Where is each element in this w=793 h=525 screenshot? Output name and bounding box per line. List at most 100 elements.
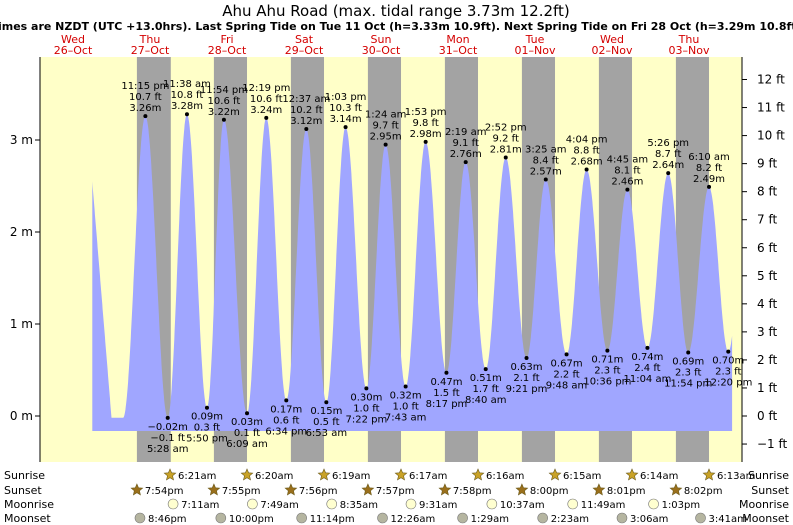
moonrise-icon bbox=[567, 498, 579, 510]
moonrise-time: 10:37am bbox=[500, 500, 545, 511]
tide-height-m: 0.63m bbox=[511, 362, 543, 373]
tide-height-ft: 10.6 ft bbox=[208, 96, 241, 107]
tide-height-ft: 1.0 ft bbox=[353, 403, 379, 414]
tide-point bbox=[444, 370, 449, 375]
tide-point bbox=[204, 405, 209, 410]
y-left-tick-label: 0 m bbox=[10, 409, 33, 423]
sunrise-icon bbox=[240, 468, 254, 481]
y-right-tick-label: 12 ft bbox=[757, 73, 785, 87]
moonset-icon bbox=[296, 512, 307, 524]
tide-point bbox=[143, 114, 148, 119]
tide-height-ft: 2.3 ft bbox=[715, 367, 741, 378]
sunrise-icon bbox=[394, 468, 408, 481]
sunrise-row-label: Sunrise bbox=[4, 469, 45, 482]
tide-point bbox=[221, 117, 226, 122]
moonset-row-label: Moonset bbox=[4, 512, 51, 525]
tide-height-ft: 2.1 ft bbox=[513, 373, 539, 384]
sunrise-time: 6:21am bbox=[178, 471, 216, 482]
tide-height-ft: 2.2 ft bbox=[553, 369, 579, 380]
tide-time: 2:52 pm bbox=[485, 122, 527, 133]
y-left-tick-label: 1 m bbox=[10, 317, 33, 331]
sunset-icon bbox=[284, 483, 298, 496]
y-right-tick-label: 3 ft bbox=[757, 325, 777, 339]
tide-point bbox=[423, 139, 428, 144]
sunrise-time: 6:17am bbox=[409, 471, 447, 482]
sunset-time: 7:56pm bbox=[299, 486, 338, 497]
sunset-icon bbox=[207, 483, 221, 496]
sunrise-time: 6:16am bbox=[486, 471, 524, 482]
y-axis-left: 0 m 1 m 2 m 3 m bbox=[10, 133, 40, 423]
tide-point bbox=[503, 155, 508, 160]
tide-height-ft: 10.3 ft bbox=[329, 103, 362, 114]
sunrise-time: 6:14am bbox=[640, 471, 678, 482]
tide-time: 2:19 am bbox=[445, 127, 487, 138]
tide-height-m: 3.14m bbox=[330, 114, 362, 125]
day-of-week: Thu bbox=[678, 33, 700, 46]
tide-height-ft: 10.6 ft bbox=[250, 94, 283, 105]
tide-height-m: 2.46m bbox=[611, 177, 643, 188]
sunset-time: 7:58pm bbox=[453, 486, 492, 497]
tide-height-ft: 2.4 ft bbox=[634, 363, 660, 374]
tide-point bbox=[543, 177, 548, 182]
tide-height-ft: 1.7 ft bbox=[473, 384, 499, 395]
tide-point bbox=[403, 384, 408, 389]
tide-time: 3:25 am bbox=[525, 145, 567, 156]
tide-height-m: 0.17m bbox=[270, 404, 302, 415]
tide-height-ft: 8.1 ft bbox=[614, 166, 640, 177]
tide-time: 9:21 pm bbox=[506, 384, 548, 395]
sunrise-icon bbox=[548, 468, 562, 481]
tide-time: 11:54 pm bbox=[200, 85, 248, 96]
sunset-icon bbox=[669, 483, 683, 496]
tide-point bbox=[726, 349, 731, 354]
tide-height-ft: 8.7 ft bbox=[655, 149, 681, 160]
tide-height-m: 2.98m bbox=[410, 129, 442, 140]
tide-time: 6:10 am bbox=[688, 152, 730, 163]
tide-height-ft: 9.7 ft bbox=[372, 121, 398, 132]
sunrise-icon bbox=[163, 468, 177, 481]
sunset-time: 8:01pm bbox=[607, 486, 646, 497]
y-right-tick-label: 7 ft bbox=[757, 213, 777, 227]
sunset-icon bbox=[130, 483, 144, 496]
sunrise-time: 6:13am bbox=[717, 471, 755, 482]
tide-time: 6:53 am bbox=[306, 428, 348, 439]
moonrise-icon bbox=[648, 498, 659, 510]
tide-height-m: 3.22m bbox=[208, 107, 240, 118]
tide-time: 10:36 pm bbox=[583, 377, 631, 388]
day-of-week: Wed bbox=[600, 33, 624, 46]
tide-height-m: 3.12m bbox=[290, 116, 322, 127]
sunset-time: 8:00pm bbox=[530, 486, 569, 497]
moonrise-time: 7:11am bbox=[181, 500, 219, 511]
tide-time: 7:22 pm bbox=[346, 414, 388, 425]
moonset-time: 11:14pm bbox=[310, 514, 355, 525]
moonset-row-label-right: Moonset bbox=[742, 512, 789, 525]
moonset-time: 3:41am bbox=[709, 514, 747, 525]
tide-height-m: 0.70m bbox=[712, 356, 744, 367]
tide-height-m: 0.69m bbox=[672, 357, 704, 368]
y-right-tick-label: 10 ft bbox=[757, 129, 785, 143]
tide-point bbox=[625, 187, 630, 192]
moonset-time: 12:26am bbox=[391, 514, 436, 525]
day-date: 27–Oct bbox=[131, 44, 170, 57]
moonset-icon bbox=[134, 512, 146, 524]
tide-time: 8:40 am bbox=[465, 395, 507, 406]
tide-point bbox=[463, 160, 468, 165]
moonset-icon bbox=[537, 512, 549, 524]
tide-point bbox=[364, 386, 369, 391]
tide-height-ft: 2.3 ft bbox=[594, 366, 620, 377]
tide-time: 1:53 pm bbox=[405, 107, 447, 118]
moonrise-row-label-right: Moonrise bbox=[739, 498, 789, 511]
sunset-icon bbox=[361, 483, 375, 496]
y-right-tick-label: 1 ft bbox=[757, 381, 777, 395]
tide-time: 12:20 pm bbox=[704, 378, 752, 389]
tide-time: 5:28 am bbox=[147, 444, 189, 455]
tide-time: 7:43 am bbox=[385, 413, 427, 424]
tide-height-ft: 0.6 ft bbox=[273, 415, 299, 426]
moonset-icon bbox=[616, 512, 628, 524]
y-right-tick-label: 5 ft bbox=[757, 269, 777, 283]
y-left-tick-label: 3 m bbox=[10, 133, 33, 147]
moonrise-icon bbox=[326, 498, 338, 510]
day-date: 01–Nov bbox=[515, 44, 556, 57]
tide-height-ft: 1.0 ft bbox=[392, 402, 418, 413]
tide-height-ft: 10.2 ft bbox=[290, 105, 323, 116]
